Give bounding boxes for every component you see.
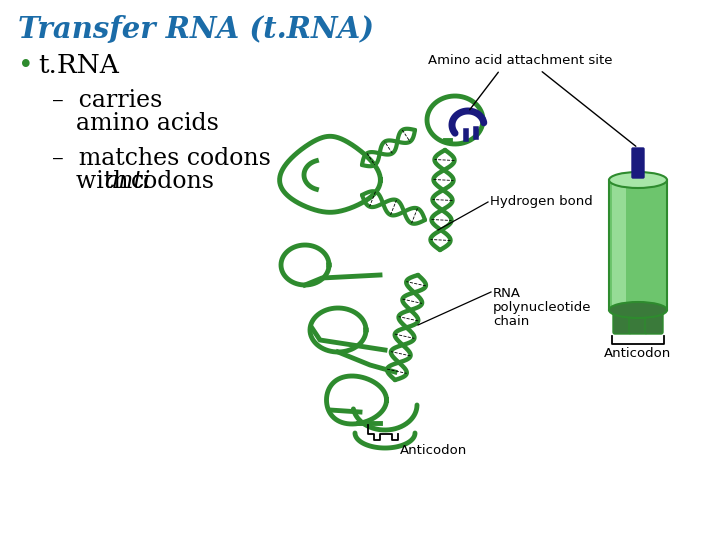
Text: chain: chain (493, 315, 529, 328)
Text: t.RNA: t.RNA (38, 53, 119, 78)
Text: with: with (76, 170, 136, 193)
Ellipse shape (609, 172, 667, 188)
Text: Hydrogen bond: Hydrogen bond (490, 195, 593, 208)
Text: Anticodon: Anticodon (400, 444, 467, 457)
Text: –  matches codons: – matches codons (52, 147, 271, 170)
Text: Anticodon: Anticodon (604, 347, 672, 360)
Text: RNA: RNA (493, 287, 521, 300)
FancyBboxPatch shape (613, 306, 631, 334)
Text: anti: anti (104, 170, 150, 193)
Text: Transfer RNA (t.RNA): Transfer RNA (t.RNA) (18, 15, 374, 44)
Text: –  carries: – carries (52, 89, 163, 112)
FancyBboxPatch shape (612, 180, 626, 310)
FancyBboxPatch shape (632, 148, 644, 178)
FancyBboxPatch shape (629, 306, 647, 334)
Ellipse shape (609, 302, 667, 318)
Text: codons: codons (131, 170, 215, 193)
Text: polynucleotide: polynucleotide (493, 301, 592, 314)
FancyBboxPatch shape (609, 180, 667, 310)
Text: Amino acid attachment site: Amino acid attachment site (428, 54, 612, 67)
FancyBboxPatch shape (645, 306, 663, 334)
Text: •: • (18, 53, 34, 78)
Text: amino acids: amino acids (76, 112, 219, 135)
